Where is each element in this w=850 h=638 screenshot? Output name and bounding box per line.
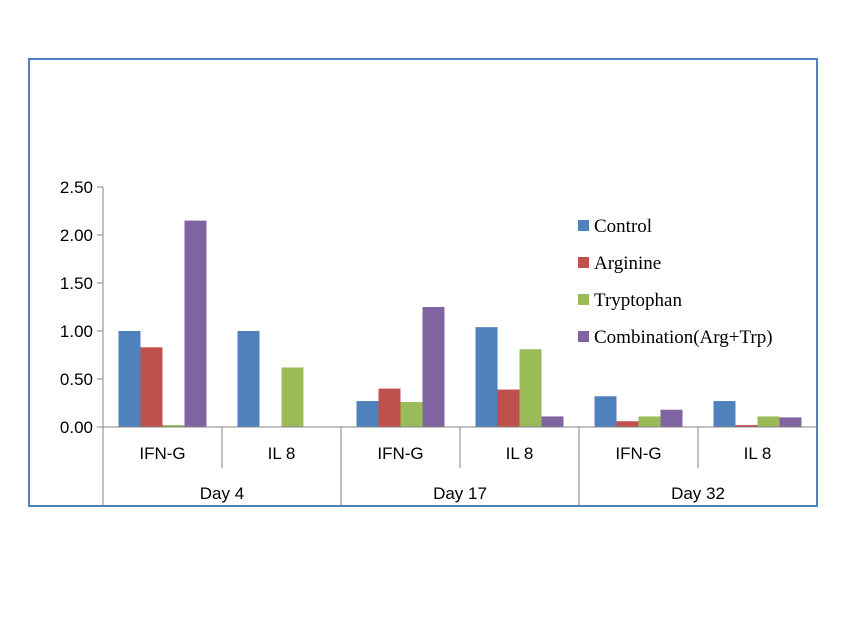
legend-swatch bbox=[578, 220, 589, 231]
legend-swatch bbox=[578, 331, 589, 342]
bar-arginine bbox=[616, 421, 639, 427]
bar-combination-arg-trp bbox=[184, 220, 207, 427]
bar-tryptophan bbox=[400, 402, 423, 427]
y-tick-label: 1.00 bbox=[60, 322, 93, 341]
y-tick-label: 0.50 bbox=[60, 370, 93, 389]
y-tick-label: 2.50 bbox=[60, 178, 93, 197]
x-category-label: IFN-G bbox=[139, 444, 185, 463]
bar-tryptophan bbox=[162, 425, 185, 427]
bar-combination-arg-trp bbox=[422, 307, 445, 427]
bar-control bbox=[356, 401, 379, 427]
x-category-label: IL 8 bbox=[506, 444, 534, 463]
bar-control bbox=[475, 327, 498, 427]
y-tick-label: 0.00 bbox=[60, 418, 93, 437]
bar-arginine bbox=[497, 389, 520, 427]
bar-tryptophan bbox=[281, 367, 304, 427]
x-group-label: Day 17 bbox=[433, 484, 487, 503]
bars bbox=[118, 220, 802, 427]
legend-label: Combination(Arg+Trp) bbox=[594, 327, 773, 348]
bar-combination-arg-trp bbox=[541, 416, 564, 427]
chart-frame bbox=[28, 58, 818, 507]
legend-swatch bbox=[578, 294, 589, 305]
legend-label: Arginine bbox=[594, 253, 661, 274]
x-category-label: IL 8 bbox=[268, 444, 296, 463]
bar-tryptophan bbox=[757, 416, 780, 427]
legend-swatch bbox=[578, 257, 589, 268]
bar-control bbox=[237, 331, 260, 427]
bar-combination-arg-trp bbox=[660, 409, 683, 427]
y-tick-label: 2.00 bbox=[60, 226, 93, 245]
legend-label: Control bbox=[594, 216, 652, 237]
legend-label: Tryptophan bbox=[594, 290, 682, 311]
bar-control bbox=[118, 331, 141, 427]
bar-control bbox=[594, 396, 617, 427]
x-category-label: IFN-G bbox=[615, 444, 661, 463]
y-axis: 0.00 0.50 1.00 1.50 2.00 2.50 bbox=[60, 178, 104, 506]
bar-tryptophan bbox=[519, 349, 542, 427]
x-group-label: Day 32 bbox=[671, 484, 725, 503]
bar-combination-arg-trp bbox=[779, 417, 802, 427]
bar-control bbox=[713, 401, 736, 427]
bar-arginine bbox=[378, 388, 401, 427]
x-category-label: IL 8 bbox=[744, 444, 772, 463]
bar-arginine bbox=[140, 347, 163, 427]
bar-arginine bbox=[735, 425, 758, 427]
x-axis: IFN-G IL 8 IFN-G IL 8 IFN-G IL 8 Day 4 Day 17 Da… bbox=[103, 426, 817, 506]
x-category-label: IFN-G bbox=[377, 444, 423, 463]
y-tick-label: 1.50 bbox=[60, 274, 93, 293]
bar-tryptophan bbox=[638, 416, 661, 427]
x-group-label: Day 4 bbox=[200, 484, 244, 503]
legend: Control Arginine Tryptophan Combination(Arg… bbox=[578, 216, 773, 348]
